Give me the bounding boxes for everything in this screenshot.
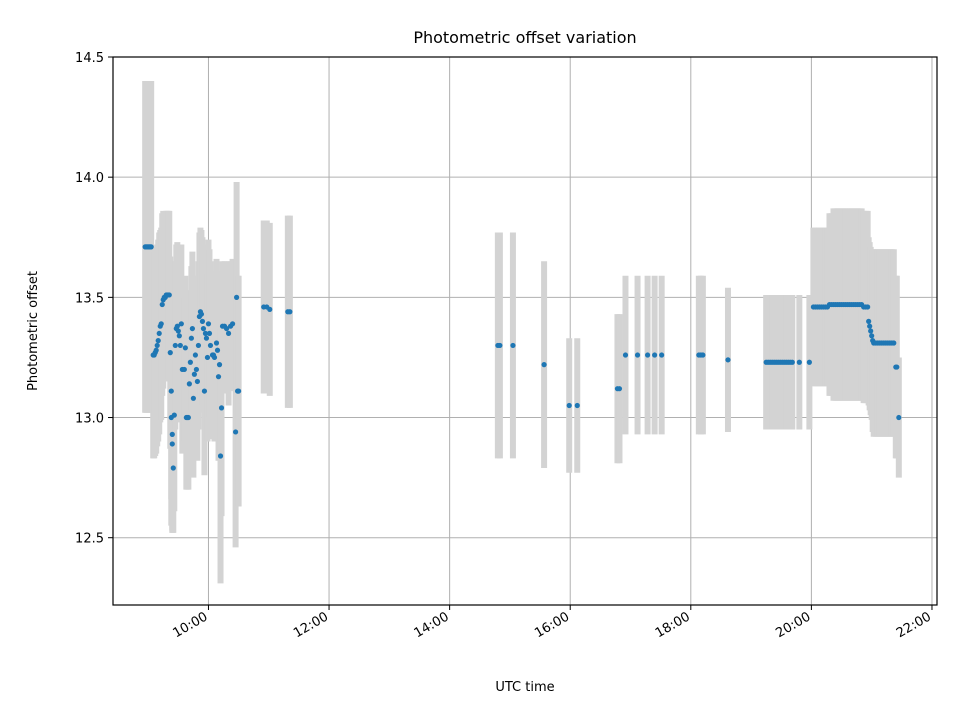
data-point bbox=[213, 340, 220, 346]
y-tick-label: 13.0 bbox=[75, 412, 104, 427]
data-point bbox=[796, 359, 802, 365]
data-point bbox=[659, 352, 665, 358]
data-point bbox=[181, 366, 187, 373]
data-point bbox=[148, 244, 154, 250]
data-point bbox=[223, 325, 230, 332]
data-point bbox=[155, 338, 161, 344]
data-point bbox=[234, 294, 240, 300]
data-point bbox=[182, 345, 188, 351]
data-point bbox=[725, 357, 731, 363]
data-point bbox=[154, 342, 160, 349]
data-point bbox=[215, 374, 222, 380]
y-tick-label: 12.5 bbox=[75, 532, 104, 547]
data-point bbox=[205, 321, 212, 327]
data-point bbox=[185, 414, 191, 421]
data-points bbox=[142, 244, 902, 471]
data-point bbox=[896, 414, 902, 421]
data-point bbox=[194, 378, 201, 385]
data-point bbox=[166, 292, 172, 298]
data-point bbox=[171, 412, 177, 418]
data-point bbox=[218, 405, 225, 411]
data-point bbox=[172, 342, 178, 349]
chart-title: Photometric offset variation bbox=[413, 28, 636, 47]
data-point bbox=[866, 318, 872, 324]
y-axis-label: Photometric offset bbox=[26, 271, 41, 391]
data-point bbox=[566, 402, 572, 409]
data-point bbox=[200, 325, 207, 332]
data-point bbox=[214, 347, 221, 353]
data-point bbox=[159, 301, 165, 308]
data-point bbox=[217, 453, 224, 459]
data-point bbox=[211, 354, 218, 361]
data-point bbox=[497, 342, 503, 349]
data-point bbox=[167, 350, 173, 356]
data-point bbox=[156, 330, 162, 337]
data-point bbox=[865, 304, 871, 310]
data-point bbox=[169, 431, 175, 437]
y-axis-ticks: 12.5 13.0 13.5 14.0 14.5 bbox=[75, 51, 113, 547]
data-point bbox=[789, 359, 795, 365]
data-point bbox=[198, 311, 205, 317]
data-point bbox=[869, 333, 875, 339]
plot-frame bbox=[112, 56, 938, 606]
data-point bbox=[192, 352, 198, 358]
data-point bbox=[175, 328, 181, 334]
data-point bbox=[168, 388, 174, 394]
data-point bbox=[894, 364, 900, 370]
data-point bbox=[169, 441, 175, 447]
data-point bbox=[186, 381, 192, 387]
data-point bbox=[652, 352, 658, 358]
x-axis-label: UTC time bbox=[495, 680, 554, 695]
data-point bbox=[644, 352, 651, 358]
data-point bbox=[170, 465, 176, 471]
data-point bbox=[634, 352, 641, 358]
data-point bbox=[202, 330, 209, 337]
data-point bbox=[190, 395, 196, 401]
data-point bbox=[267, 306, 273, 312]
data-point bbox=[700, 352, 706, 358]
data-point bbox=[236, 388, 242, 394]
data-point bbox=[191, 371, 197, 377]
data-point bbox=[193, 366, 200, 373]
data-point bbox=[868, 328, 874, 334]
data-point bbox=[510, 342, 516, 349]
y-tick-label: 14.5 bbox=[75, 51, 104, 66]
data-point bbox=[206, 330, 213, 337]
data-point bbox=[188, 335, 194, 341]
data-point bbox=[177, 342, 183, 349]
data-point bbox=[153, 347, 159, 353]
data-point bbox=[287, 309, 293, 315]
data-point bbox=[541, 362, 547, 368]
data-point bbox=[195, 342, 202, 349]
data-point bbox=[891, 340, 897, 346]
data-point bbox=[189, 325, 195, 332]
data-point bbox=[616, 386, 623, 392]
data-point bbox=[574, 402, 580, 409]
data-point bbox=[806, 359, 812, 365]
y-tick-label: 14.0 bbox=[75, 171, 104, 186]
data-point bbox=[199, 318, 206, 324]
data-point bbox=[176, 333, 182, 339]
data-point bbox=[229, 321, 236, 327]
data-point bbox=[174, 323, 180, 329]
data-point bbox=[216, 362, 223, 368]
data-point bbox=[232, 429, 239, 435]
data-point bbox=[187, 359, 193, 365]
data-point bbox=[207, 342, 214, 349]
data-point bbox=[225, 330, 232, 337]
data-point bbox=[201, 388, 208, 394]
y-tick-label: 13.5 bbox=[75, 291, 104, 306]
data-point bbox=[622, 352, 629, 358]
data-point bbox=[178, 321, 184, 327]
data-point bbox=[204, 354, 211, 361]
data-point bbox=[158, 321, 164, 327]
data-point bbox=[867, 323, 873, 329]
data-point bbox=[203, 335, 210, 341]
